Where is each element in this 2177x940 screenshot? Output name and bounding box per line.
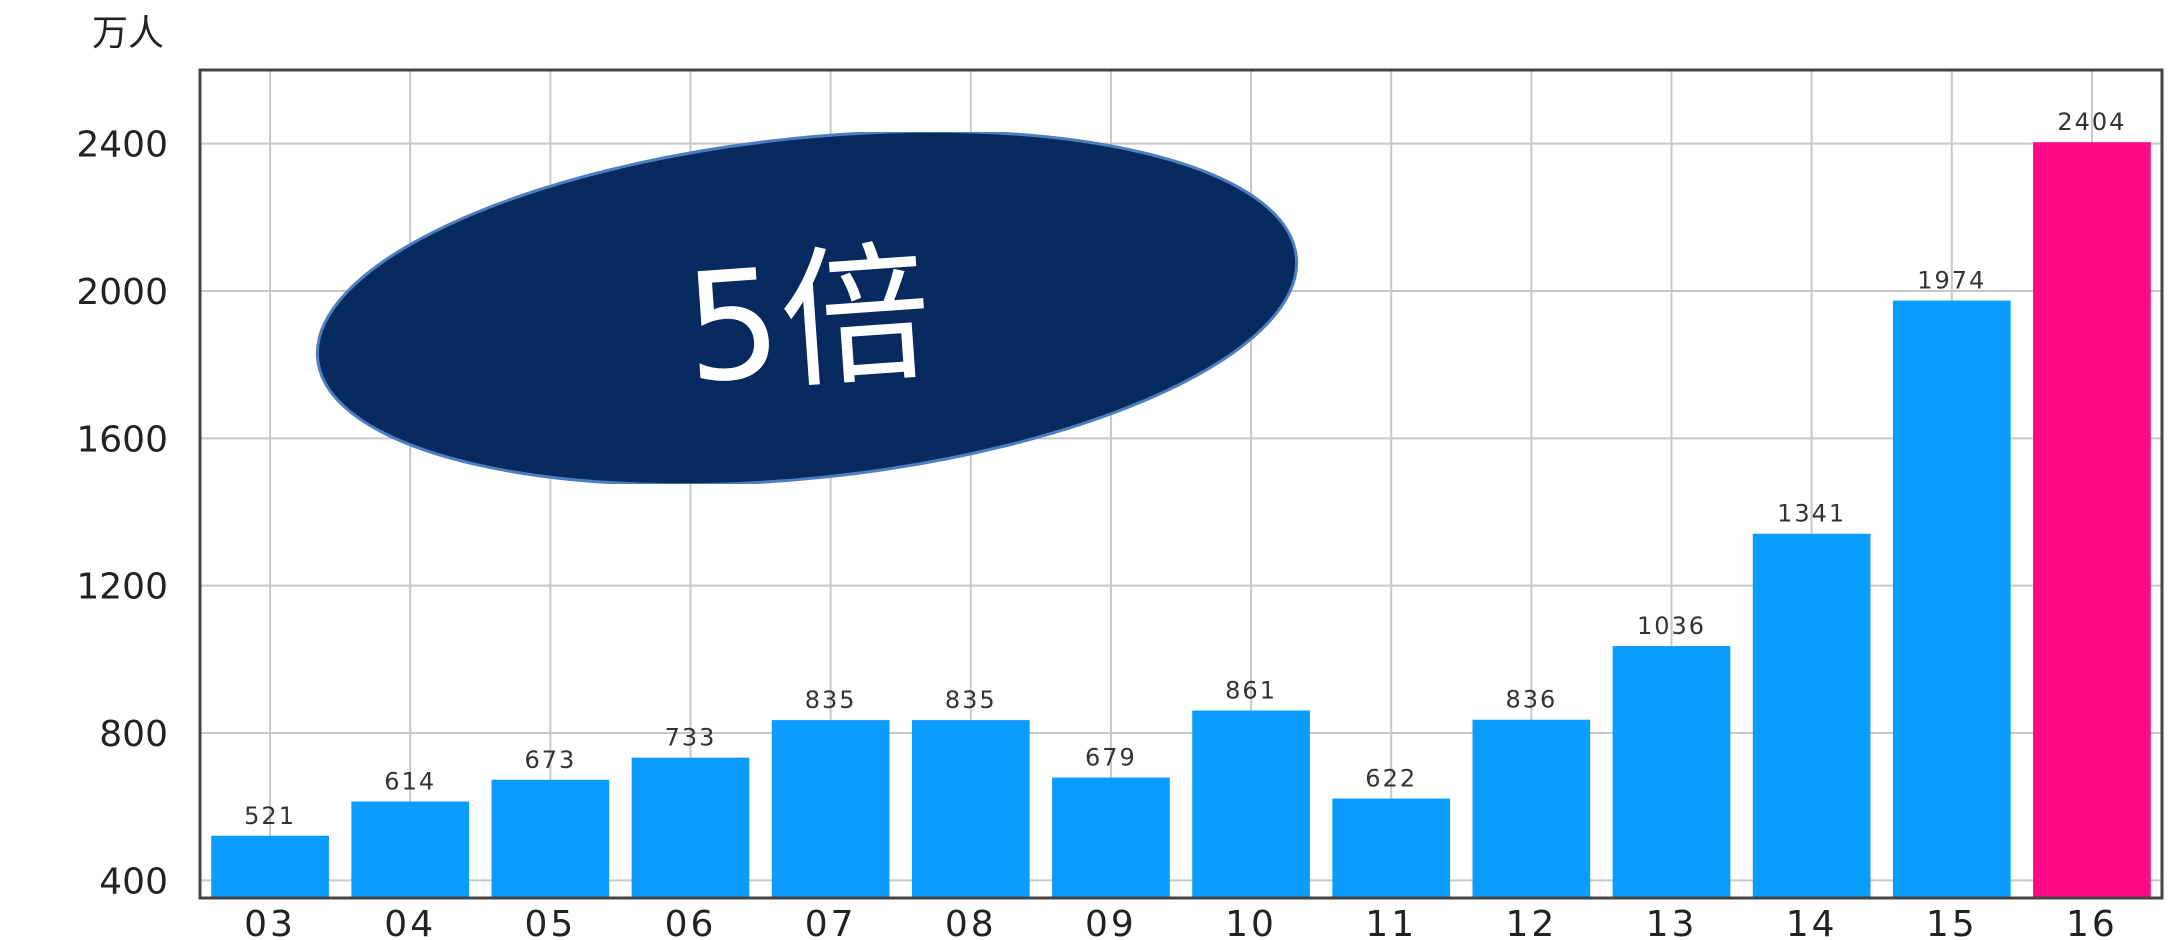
bar-value-label: 622 <box>1365 765 1417 793</box>
y-tick-label: 1600 <box>76 419 168 460</box>
x-tick-label: 08 <box>945 904 997 940</box>
x-tick-label: 14 <box>1786 904 1838 940</box>
bars-layer <box>211 142 2151 899</box>
y-tick-label: 2000 <box>76 272 168 313</box>
y-axis-unit-label: 万人 <box>92 13 165 54</box>
bar-value-label: 1036 <box>1637 612 1706 640</box>
x-tick-label: 16 <box>2066 904 2118 940</box>
bar <box>1752 533 1871 898</box>
bar <box>631 757 750 898</box>
bar <box>211 835 329 898</box>
x-tick-label: 11 <box>1365 904 1417 940</box>
y-tick-label: 800 <box>99 714 168 755</box>
x-tick-label: 13 <box>1646 904 1698 940</box>
bar-value-label: 836 <box>1505 686 1557 714</box>
x-tick-label: 12 <box>1505 904 1557 940</box>
axis-layer: 400 800 1200 1600 2000 2400 03 04 05 06 07 08 09 10 11… <box>76 68 2164 940</box>
bar-value-label: 861 <box>1225 677 1277 705</box>
x-tick-label: 09 <box>1085 904 1137 940</box>
plot-frame <box>198 68 2164 900</box>
bar-value-label: 1974 <box>1917 267 1986 295</box>
y-tick-label: 2400 <box>76 125 168 166</box>
bar-value-label: 1341 <box>1777 500 1846 528</box>
x-tick-label: 06 <box>665 904 717 940</box>
labels-layer: 521 614 673 733 835 835 679 861 622 836 1036 1341 19… <box>244 108 2126 830</box>
bar-value-label: 521 <box>244 802 296 830</box>
x-tick-label: 15 <box>1926 904 1978 940</box>
bar-value-label: 733 <box>665 724 717 752</box>
bar <box>1192 710 1310 898</box>
bar-value-label: 835 <box>945 686 997 714</box>
x-tick-label: 04 <box>384 904 436 940</box>
bar-value-label: 2404 <box>2057 108 2126 136</box>
bar <box>911 720 1030 898</box>
bar <box>1892 300 2011 898</box>
x-tick-label: 07 <box>805 904 857 940</box>
x-tick-label: 10 <box>1225 904 1277 940</box>
y-tick-label: 400 <box>99 861 168 902</box>
bar <box>1052 777 1170 898</box>
bar <box>1472 719 1591 898</box>
bar <box>1612 646 1731 898</box>
bar <box>351 801 470 898</box>
bar-value-label: 679 <box>1085 744 1137 772</box>
bar-value-label: 614 <box>384 767 436 795</box>
x-tick-label: 03 <box>244 904 296 940</box>
bar <box>491 779 610 898</box>
bar <box>1332 798 1451 898</box>
y-tick-label: 1200 <box>76 567 168 608</box>
bar <box>771 720 890 898</box>
bar-value-label: 835 <box>805 686 857 714</box>
bar <box>2033 142 2151 899</box>
x-tick-label: 05 <box>524 904 576 940</box>
bar-value-label: 673 <box>524 746 576 774</box>
